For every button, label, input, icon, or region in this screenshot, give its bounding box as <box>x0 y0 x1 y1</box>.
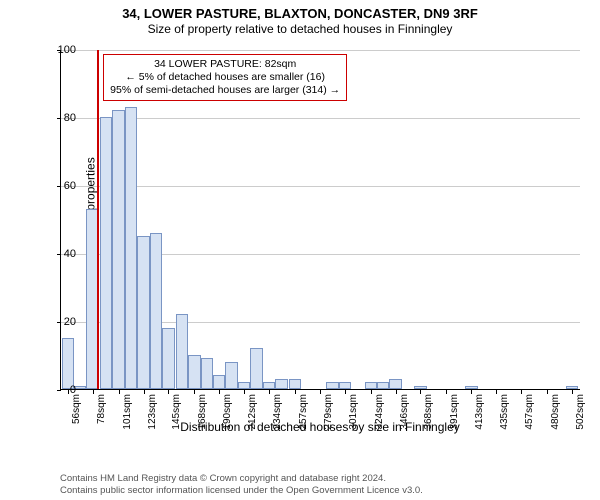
histogram-bar <box>339 382 351 389</box>
x-tick <box>320 390 321 394</box>
histogram-bar <box>62 338 74 389</box>
histogram-bar <box>289 379 301 389</box>
histogram-bar <box>389 379 401 389</box>
x-tick-label: 279sqm <box>323 394 334 444</box>
histogram-bar <box>150 233 162 389</box>
histogram-bar <box>465 386 477 389</box>
chart: Number of detached properties 34 LOWER P… <box>0 40 600 440</box>
attribution: Contains HM Land Registry data © Crown c… <box>60 473 423 496</box>
x-tick <box>194 390 195 394</box>
x-tick <box>144 390 145 394</box>
histogram-bar <box>326 382 338 389</box>
x-tick <box>168 390 169 394</box>
x-tick-label: 368sqm <box>423 394 434 444</box>
x-tick-label: 56sqm <box>71 394 82 444</box>
title-block: 34, LOWER PASTURE, BLAXTON, DONCASTER, D… <box>0 0 600 36</box>
plot-area: 34 LOWER PASTURE: 82sqm← 5% of detached … <box>60 50 580 390</box>
gridline <box>61 186 580 187</box>
y-tick-label: 100 <box>46 44 76 56</box>
histogram-bar <box>112 110 124 389</box>
histogram-bar <box>377 382 389 389</box>
x-tick <box>219 390 220 394</box>
histogram-bar <box>566 386 578 389</box>
histogram-bar <box>225 362 237 389</box>
title-main: 34, LOWER PASTURE, BLAXTON, DONCASTER, D… <box>0 6 600 21</box>
x-tick-label: 212sqm <box>247 394 258 444</box>
histogram-bar <box>213 375 225 389</box>
annotation-line: 34 LOWER PASTURE: 82sqm <box>110 58 340 71</box>
x-tick-label: 413sqm <box>474 394 485 444</box>
histogram-bar <box>188 355 200 389</box>
x-tick <box>521 390 522 394</box>
x-tick <box>269 390 270 394</box>
x-tick-label: 480sqm <box>550 394 561 444</box>
x-tick <box>396 390 397 394</box>
x-tick <box>119 390 120 394</box>
histogram-bar <box>137 236 149 389</box>
histogram-bar <box>125 107 137 389</box>
x-tick-label: 301sqm <box>348 394 359 444</box>
y-tick-label: 80 <box>46 112 76 124</box>
gridline <box>61 118 580 119</box>
x-tick-label: 435sqm <box>499 394 510 444</box>
x-tick-label: 190sqm <box>222 394 233 444</box>
x-tick-label: 145sqm <box>171 394 182 444</box>
x-tick <box>471 390 472 394</box>
x-tick <box>496 390 497 394</box>
histogram-bar <box>238 382 250 389</box>
y-tick-label: 40 <box>46 248 76 260</box>
histogram-bar <box>414 386 426 389</box>
attribution-line2: Contains public sector information licen… <box>60 485 423 496</box>
x-tick-label: 123sqm <box>147 394 158 444</box>
x-tick-label: 257sqm <box>298 394 309 444</box>
histogram-bar <box>275 379 287 389</box>
y-tick-label: 20 <box>46 316 76 328</box>
marker-line <box>97 50 99 389</box>
y-tick-label: 60 <box>46 180 76 192</box>
x-tick <box>93 390 94 394</box>
x-tick-label: 346sqm <box>399 394 410 444</box>
x-tick <box>420 390 421 394</box>
x-tick <box>371 390 372 394</box>
x-tick-label: 391sqm <box>449 394 460 444</box>
x-tick <box>244 390 245 394</box>
gridline <box>61 50 580 51</box>
histogram-bar <box>162 328 174 389</box>
histogram-bar <box>263 382 275 389</box>
histogram-bar <box>201 358 213 389</box>
x-tick-label: 101sqm <box>122 394 133 444</box>
histogram-bar <box>250 348 262 389</box>
x-tick <box>547 390 548 394</box>
x-tick-label: 168sqm <box>197 394 208 444</box>
x-tick <box>446 390 447 394</box>
title-sub: Size of property relative to detached ho… <box>0 22 600 36</box>
histogram-bar <box>365 382 377 389</box>
annotation-line: 95% of semi-detached houses are larger (… <box>110 84 340 97</box>
annotation-line: ← 5% of detached houses are smaller (16) <box>110 71 340 84</box>
annotation-box: 34 LOWER PASTURE: 82sqm← 5% of detached … <box>103 54 347 101</box>
x-tick-label: 324sqm <box>374 394 385 444</box>
x-tick-label: 502sqm <box>575 394 586 444</box>
histogram-bar <box>176 314 188 389</box>
x-tick-label: 234sqm <box>272 394 283 444</box>
x-tick-label: 78sqm <box>96 394 107 444</box>
x-tick-label: 457sqm <box>524 394 535 444</box>
x-tick <box>295 390 296 394</box>
attribution-line1: Contains HM Land Registry data © Crown c… <box>60 473 423 484</box>
x-tick <box>345 390 346 394</box>
x-tick <box>572 390 573 394</box>
histogram-bar <box>100 117 112 389</box>
